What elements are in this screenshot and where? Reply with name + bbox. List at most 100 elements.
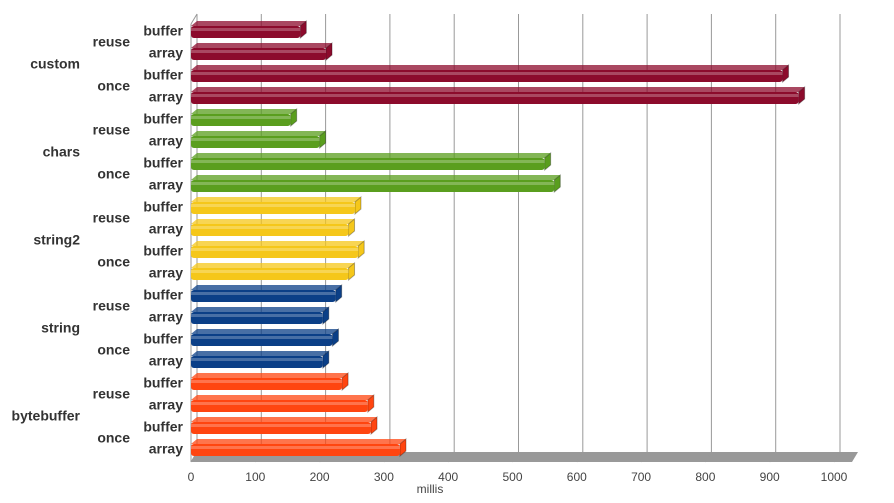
category-label: buffer bbox=[143, 287, 183, 303]
bar-top bbox=[191, 87, 805, 92]
x-tick-label: 300 bbox=[374, 470, 394, 484]
bar-shine bbox=[191, 446, 400, 449]
bar-top bbox=[191, 131, 326, 136]
bar bbox=[191, 422, 372, 434]
bar-shine bbox=[191, 358, 323, 361]
bar-shine bbox=[191, 116, 291, 119]
category-label: array bbox=[149, 309, 183, 325]
bar bbox=[191, 444, 400, 456]
x-tick-label: 200 bbox=[310, 470, 330, 484]
bar-shine bbox=[191, 160, 545, 163]
bar-end bbox=[370, 415, 378, 436]
bar bbox=[191, 202, 355, 214]
bar-top bbox=[191, 329, 339, 334]
bar-top bbox=[191, 439, 406, 444]
group-label: string2 bbox=[33, 232, 80, 248]
bar-end bbox=[341, 371, 349, 392]
grid-depth bbox=[512, 451, 519, 463]
x-axis-label: millis bbox=[417, 482, 444, 496]
bar-shine bbox=[191, 182, 555, 185]
bar-top bbox=[191, 153, 551, 158]
grid-depth bbox=[769, 451, 777, 463]
grid-depth bbox=[704, 451, 712, 463]
subgroup-label: once bbox=[97, 254, 130, 270]
subgroup-label: once bbox=[97, 430, 130, 446]
subgroup-label: reuse bbox=[93, 122, 131, 138]
category-label: buffer bbox=[143, 375, 183, 391]
category-label: array bbox=[149, 265, 183, 281]
subgroup-label: once bbox=[97, 342, 130, 358]
bar-shine bbox=[191, 402, 368, 405]
category-label: array bbox=[149, 441, 183, 457]
bar bbox=[191, 48, 327, 60]
bar-top bbox=[191, 241, 365, 246]
bar-shine bbox=[191, 72, 783, 75]
bar-top bbox=[191, 395, 374, 400]
x-tick-label: 500 bbox=[502, 470, 522, 484]
x-tick-label: 900 bbox=[760, 470, 780, 484]
bar bbox=[191, 70, 783, 82]
bar-top bbox=[191, 109, 297, 114]
category-label: array bbox=[149, 221, 183, 237]
bar bbox=[191, 180, 555, 192]
bar-shine bbox=[191, 28, 301, 31]
bar-top bbox=[191, 197, 361, 202]
group-label: bytebuffer bbox=[12, 408, 81, 424]
category-label: array bbox=[149, 133, 183, 149]
bar bbox=[191, 268, 349, 280]
bar bbox=[191, 356, 323, 368]
x-tick-label: 800 bbox=[695, 470, 715, 484]
bar-top bbox=[191, 307, 329, 312]
bar bbox=[191, 334, 333, 346]
category-label: array bbox=[149, 353, 183, 369]
bar-shine bbox=[191, 292, 336, 295]
x-tick-label: 0 bbox=[188, 470, 195, 484]
category-label: buffer bbox=[143, 419, 183, 435]
bar bbox=[191, 224, 349, 236]
bar-top bbox=[191, 175, 561, 180]
bar bbox=[191, 290, 336, 302]
grid-depth bbox=[447, 451, 455, 463]
subgroup-label: reuse bbox=[93, 298, 131, 314]
bar bbox=[191, 400, 368, 412]
grid-depth bbox=[833, 451, 841, 463]
bar bbox=[191, 312, 323, 324]
bar-shine bbox=[191, 204, 355, 207]
x-tick-label: 400 bbox=[438, 470, 458, 484]
bar-top bbox=[191, 65, 789, 70]
bar bbox=[191, 114, 291, 126]
bar-top bbox=[191, 285, 342, 290]
category-label: buffer bbox=[143, 111, 183, 127]
subgroup-label: once bbox=[97, 78, 130, 94]
bar-shine bbox=[191, 50, 327, 53]
x-tick-label: 100 bbox=[245, 470, 265, 484]
bar-shine bbox=[191, 248, 359, 251]
subgroup-label: once bbox=[97, 166, 130, 182]
bar-shine bbox=[191, 336, 333, 339]
bar bbox=[191, 92, 799, 104]
subgroup-label: reuse bbox=[93, 386, 131, 402]
y-axis-depth bbox=[190, 13, 198, 25]
bar bbox=[191, 246, 359, 258]
bar-top bbox=[191, 43, 333, 48]
group-label: string bbox=[41, 320, 80, 336]
category-label: buffer bbox=[143, 67, 183, 83]
bar-top bbox=[191, 263, 355, 268]
category-label: array bbox=[149, 177, 183, 193]
bar-top bbox=[191, 351, 329, 356]
category-label: buffer bbox=[143, 155, 183, 171]
category-label: array bbox=[149, 89, 183, 105]
grid-depth bbox=[576, 451, 584, 463]
bar bbox=[191, 136, 320, 148]
category-label: array bbox=[149, 397, 183, 413]
x-tick-label: 600 bbox=[567, 470, 587, 484]
bar-top bbox=[191, 219, 355, 224]
x-tick-label: 700 bbox=[631, 470, 651, 484]
bar-shine bbox=[191, 226, 349, 229]
bar bbox=[191, 158, 545, 170]
category-label: buffer bbox=[143, 23, 183, 39]
bar bbox=[191, 26, 301, 38]
bar-shine bbox=[191, 380, 343, 383]
group-label: custom bbox=[30, 56, 80, 72]
